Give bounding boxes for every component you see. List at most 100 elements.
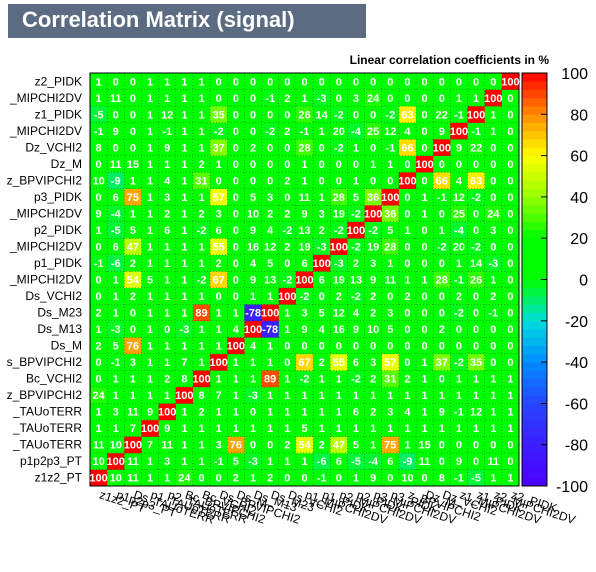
heatmap-cell	[124, 353, 142, 371]
cell-value-label: 0	[387, 291, 393, 303]
cell-value-label: 9	[353, 324, 359, 336]
chart-title: Linear correlation coefficients in %	[350, 53, 550, 67]
cell-value-label: 2	[319, 440, 325, 452]
cell-value-label: 1	[353, 142, 359, 154]
cell-value-label: 1	[250, 374, 256, 386]
heatmap-cell	[398, 337, 417, 355]
cell-value-label: 1	[181, 241, 187, 253]
cell-value-label: -3	[248, 390, 258, 402]
cell-value-label: 100	[484, 93, 502, 105]
cell-value-label: 22	[470, 142, 482, 154]
cell-value-label: 0	[353, 76, 359, 88]
cell-value-label: 1	[147, 126, 153, 138]
cell-value-label: 16	[333, 324, 345, 336]
heatmap-cell	[192, 271, 211, 289]
palette-tick-label: -60	[565, 396, 588, 413]
cell-value-label: 8	[198, 390, 204, 402]
heatmap-cell	[261, 73, 280, 90]
heatmap-cell	[244, 452, 262, 470]
cell-value-label: 55	[213, 241, 225, 253]
cell-value-label: 0	[439, 159, 445, 171]
cell-value-label: 0	[284, 473, 290, 485]
cell-value-label: 1	[147, 390, 153, 402]
cell-value-label: 5	[319, 308, 325, 320]
heatmap-cell	[158, 337, 177, 355]
cell-value-label: 1	[387, 159, 393, 171]
cell-value-label: 100	[450, 126, 468, 138]
heatmap-cell	[158, 403, 177, 421]
heatmap-cell	[484, 106, 503, 123]
heatmap-cell	[416, 254, 434, 272]
heatmap-cell	[244, 122, 262, 140]
heatmap-cell	[501, 419, 520, 437]
cell-value-label: -2	[282, 275, 292, 287]
cell-value-label: 1	[198, 241, 204, 253]
heatmap-cell	[450, 271, 468, 289]
heatmap-cell	[484, 337, 503, 355]
heatmap-cell	[313, 353, 331, 371]
heatmap-cell	[484, 386, 503, 404]
heatmap-cell	[364, 89, 383, 107]
cell-value-label: 1	[507, 407, 513, 419]
heatmap-cell	[261, 403, 280, 421]
heatmap-cell	[347, 370, 365, 388]
cell-value-label: 0	[507, 275, 513, 287]
heatmap-cell	[450, 469, 468, 487]
heatmap-cell	[192, 419, 211, 437]
cell-value-label: 0	[233, 93, 239, 105]
cell-value-label: 1	[267, 456, 273, 468]
cell-value-label: 0	[422, 93, 428, 105]
heatmap-cell	[313, 287, 331, 305]
palette-band	[522, 114, 547, 123]
cell-value-label: 66	[401, 142, 413, 154]
cell-value-label: 6	[164, 225, 170, 237]
heatmap-cell	[381, 403, 400, 421]
cell-value-label: 1	[353, 473, 359, 485]
cell-value-label: 0	[507, 308, 513, 320]
heatmap-cell	[227, 452, 245, 470]
cell-value-label: 1	[216, 407, 222, 419]
heatmap-cell	[295, 436, 314, 454]
heatmap-cell	[141, 419, 159, 437]
cell-value-label: 0	[507, 324, 513, 336]
heatmap-cell	[450, 436, 468, 454]
cell-value-label: -2	[351, 208, 361, 220]
cell-value-label: 1	[181, 341, 187, 353]
cell-value-label: 0	[490, 76, 496, 88]
heatmap-cell	[107, 106, 125, 123]
cell-value-label: 100	[467, 109, 485, 121]
cell-value-label: 35	[470, 357, 482, 369]
heatmap-cell	[227, 122, 245, 140]
cell-value-label: 54	[298, 440, 311, 452]
cell-value-label: 2	[370, 374, 376, 386]
heatmap-cell	[124, 238, 142, 256]
heatmap-cell	[107, 287, 125, 305]
cell-value-label: 7	[147, 440, 153, 452]
row-label: _MIPCHI2DV	[9, 206, 82, 220]
heatmap-cell	[192, 221, 211, 239]
cell-value-label: -9	[111, 175, 121, 187]
heatmap-cell	[261, 320, 280, 338]
heatmap-cell	[175, 254, 194, 272]
heatmap-cell	[278, 386, 297, 404]
cell-value-label: 0	[233, 159, 239, 171]
cell-value-label: 1	[387, 390, 393, 402]
heatmap-cell	[90, 419, 108, 437]
heatmap-cell	[124, 287, 142, 305]
heatmap-cell	[107, 205, 125, 222]
cell-value-label: 1	[267, 341, 273, 353]
heatmap-cell	[398, 271, 417, 289]
heatmap-cell	[416, 221, 434, 239]
cell-value-label: 0	[284, 341, 290, 353]
cell-value-label: 0	[233, 258, 239, 270]
cell-value-label: 100	[278, 291, 296, 303]
cell-value-label: 1	[422, 357, 428, 369]
palette-band	[522, 122, 547, 132]
heatmap-cell	[141, 320, 159, 338]
cell-value-label: 25	[367, 126, 379, 138]
cell-value-label: 6	[319, 275, 325, 287]
heatmap-cell	[313, 254, 331, 272]
heatmap-cell	[450, 403, 468, 421]
heatmap-cell	[364, 254, 383, 272]
palette-band	[522, 81, 547, 90]
